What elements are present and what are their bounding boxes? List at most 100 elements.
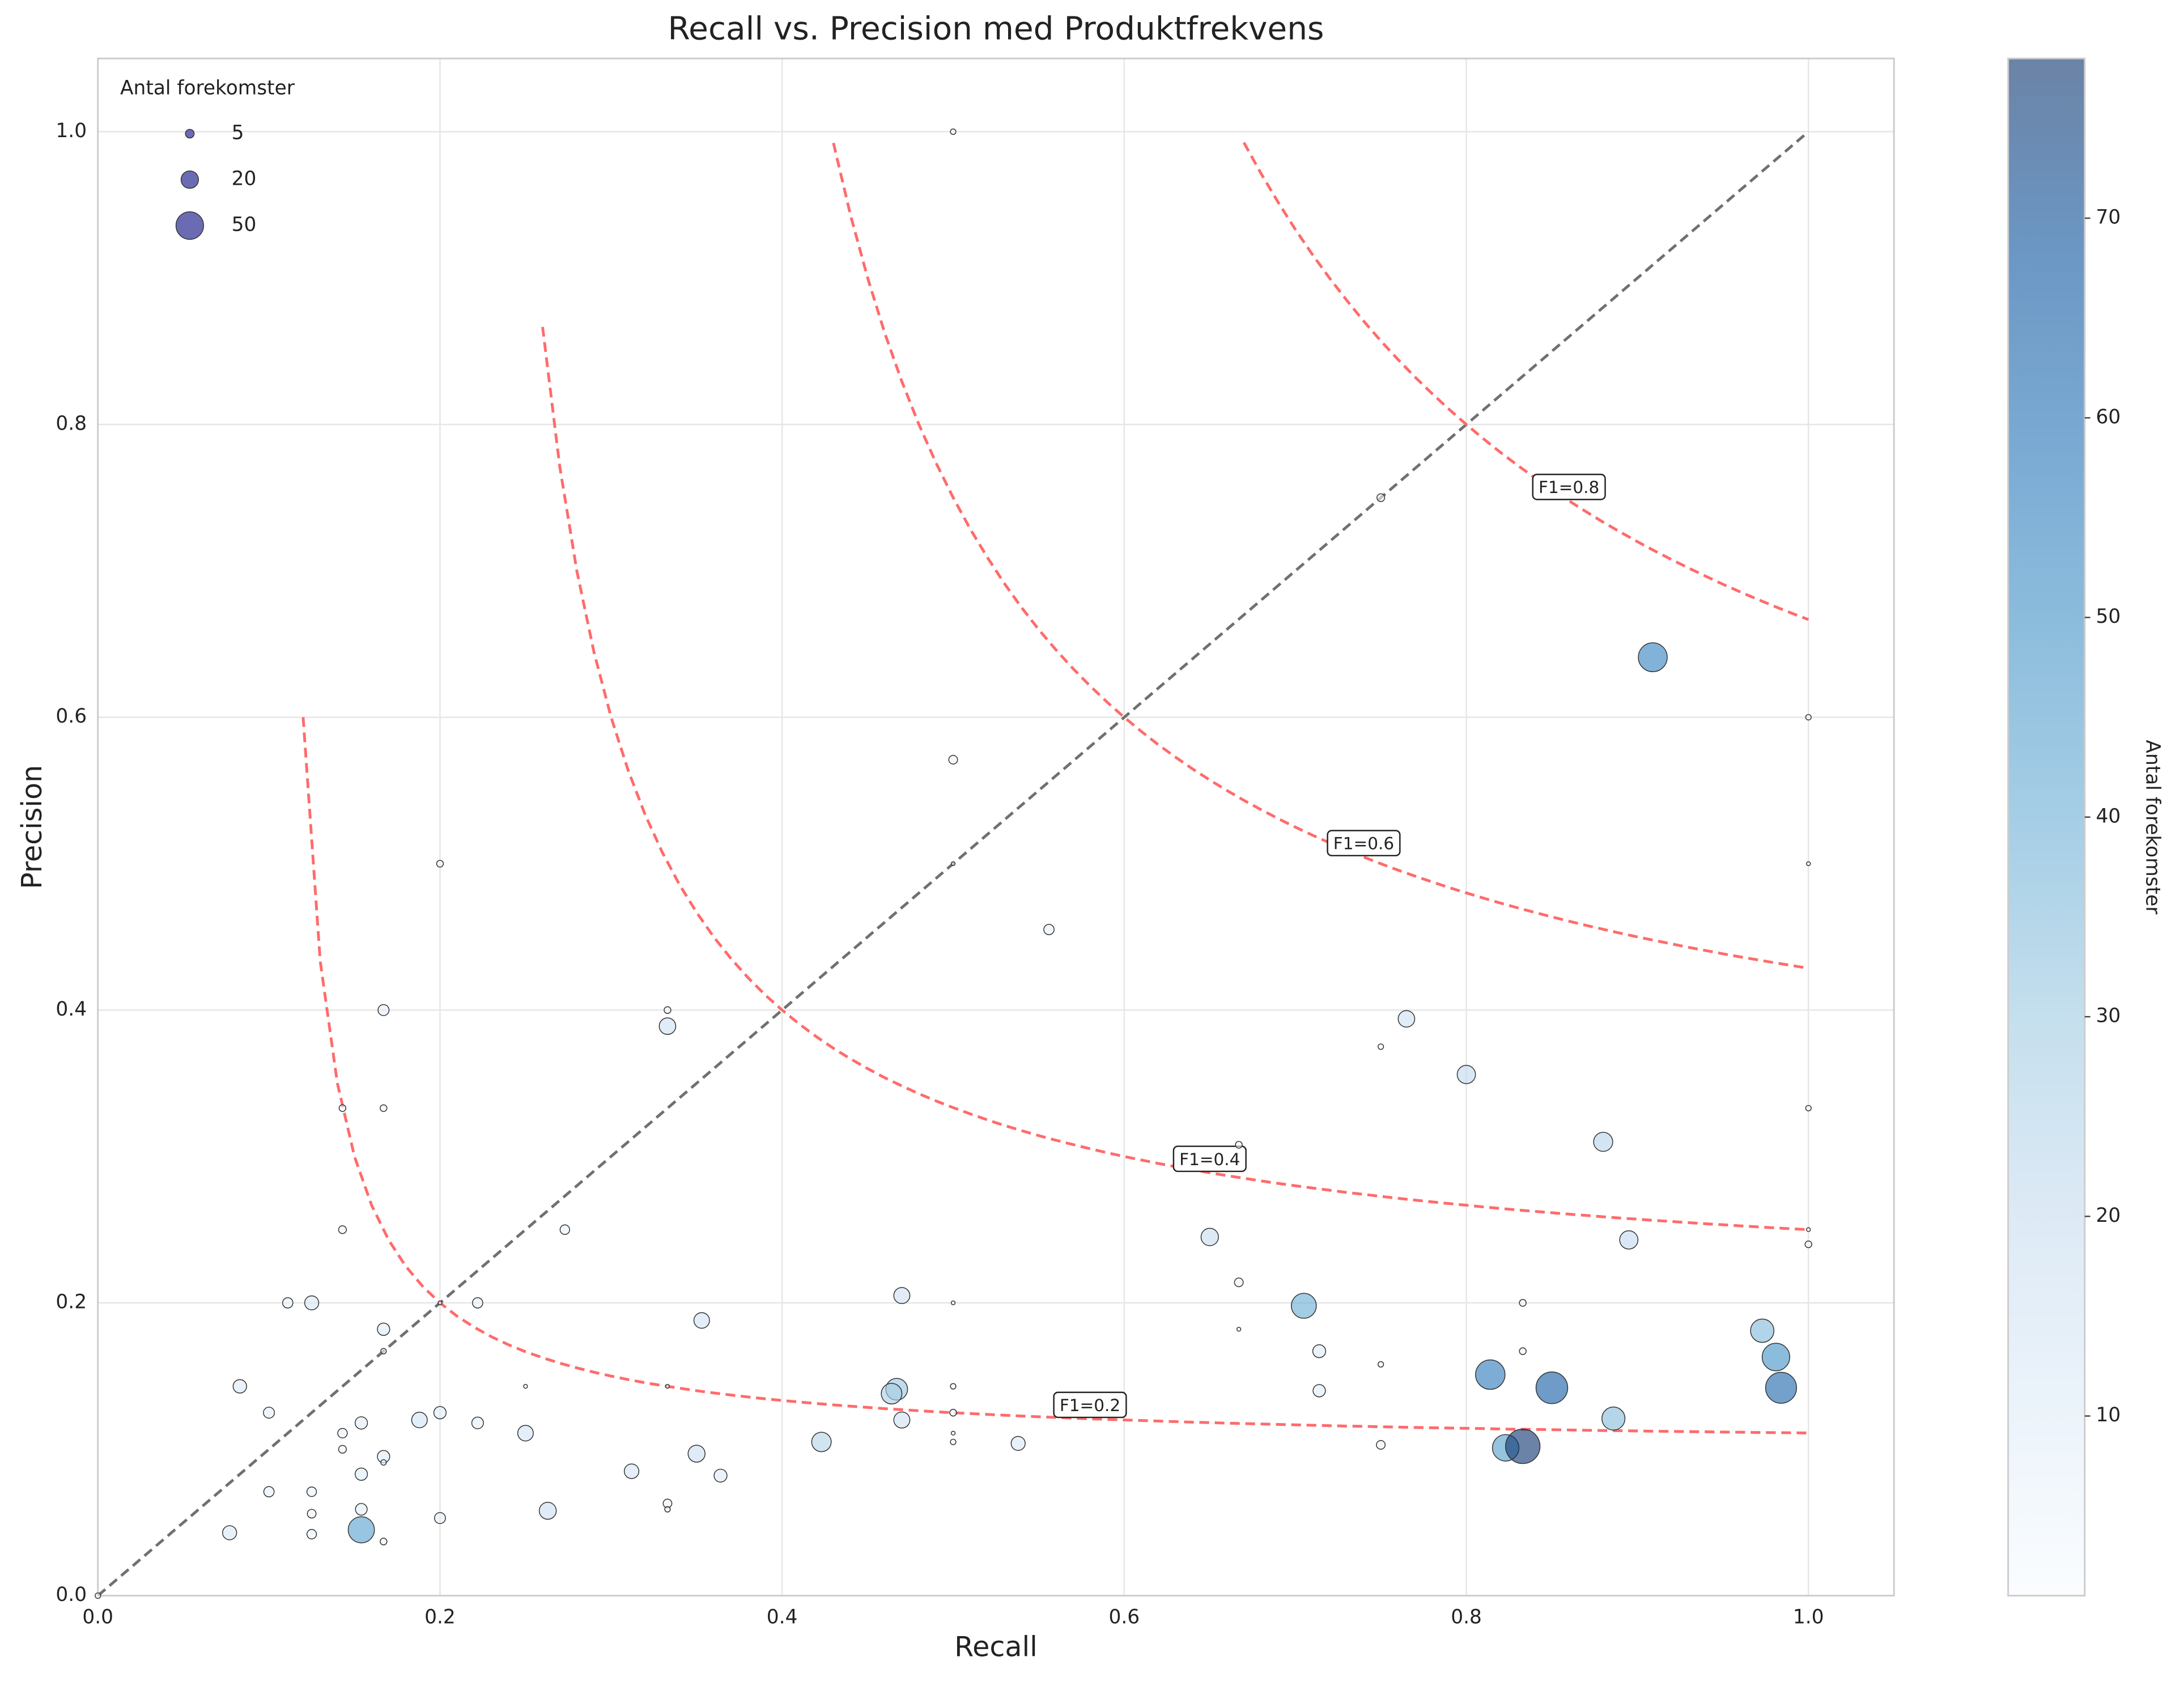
- point: [538, 1502, 557, 1520]
- point: [1475, 1359, 1506, 1390]
- point: [881, 1383, 903, 1405]
- colorbar-tick-label: 20: [2096, 1204, 2121, 1227]
- point: [693, 1312, 710, 1329]
- point: [1806, 861, 1811, 867]
- point: [307, 1509, 317, 1519]
- f1-label-box: [1053, 1391, 1127, 1418]
- y-tick-label: 0.2: [56, 1291, 87, 1314]
- point: [1805, 1105, 1812, 1112]
- point: [411, 1412, 428, 1429]
- point: [355, 1503, 368, 1516]
- point: [338, 1445, 347, 1454]
- point: [1505, 1429, 1541, 1464]
- point: [306, 1486, 317, 1497]
- point: [950, 1300, 956, 1306]
- y-axis-label: Precision: [15, 765, 48, 889]
- point: [1376, 1440, 1386, 1450]
- point: [950, 861, 956, 867]
- point: [1593, 1132, 1613, 1152]
- point: [377, 1004, 390, 1016]
- plot-frame: [97, 57, 1895, 1597]
- legend-marker: [185, 129, 195, 139]
- point: [436, 860, 444, 868]
- legend-label: 20: [232, 167, 257, 190]
- point: [338, 1225, 347, 1234]
- point: [1312, 1344, 1327, 1358]
- point: [949, 1409, 957, 1417]
- point: [1750, 1318, 1775, 1343]
- point: [95, 1592, 101, 1599]
- point: [664, 1006, 672, 1014]
- point: [338, 1104, 347, 1112]
- point: [437, 1300, 443, 1306]
- colorbar-tick-label: 50: [2096, 605, 2121, 628]
- f1-label: F1=0.4: [1179, 1150, 1240, 1169]
- f1-label: F1=0.2: [1060, 1396, 1120, 1415]
- f1-label-box: [1172, 1145, 1247, 1173]
- chart-title: Recall vs. Precision med Produktfrekvens: [668, 11, 1324, 48]
- point: [347, 1516, 375, 1544]
- y-tick-label: 0.6: [56, 705, 87, 728]
- point: [1804, 1240, 1812, 1248]
- point: [950, 128, 957, 135]
- point: [1376, 493, 1386, 502]
- point: [1378, 1043, 1384, 1050]
- x-axis-label: Recall: [954, 1630, 1038, 1663]
- point: [1010, 1435, 1026, 1451]
- point: [380, 1348, 387, 1354]
- point: [263, 1486, 275, 1498]
- point: [517, 1425, 534, 1442]
- point: [380, 1459, 387, 1466]
- legend-marker: [175, 211, 204, 240]
- x-tick-label: 1.0: [1793, 1605, 1824, 1628]
- point: [380, 1104, 388, 1112]
- point: [471, 1416, 484, 1429]
- point: [380, 1537, 388, 1545]
- colorbar-tick-label: 70: [2096, 206, 2121, 229]
- point: [1043, 924, 1055, 936]
- point: [893, 1411, 911, 1429]
- y-tick-label: 0.0: [56, 1583, 87, 1606]
- point: [1234, 1277, 1244, 1288]
- point: [354, 1416, 368, 1430]
- point: [713, 1468, 728, 1483]
- point: [1312, 1384, 1326, 1398]
- colorbar-tick-label: 40: [2096, 805, 2121, 827]
- colorbar-tick-label: 10: [2096, 1404, 2121, 1426]
- point: [1519, 1299, 1527, 1307]
- point: [306, 1529, 317, 1540]
- y-tick-label: 0.8: [56, 413, 87, 435]
- point: [665, 1384, 670, 1389]
- point: [1291, 1293, 1317, 1319]
- y-tick-label: 1.0: [56, 120, 87, 142]
- point: [354, 1467, 368, 1481]
- point: [811, 1432, 832, 1452]
- f1-curve: [301, 717, 1809, 1435]
- x-tick-label: 0.2: [424, 1605, 456, 1628]
- point: [559, 1224, 570, 1235]
- legend-label: 5: [232, 121, 244, 144]
- point: [1378, 1361, 1384, 1368]
- point: [304, 1295, 320, 1311]
- x-tick-label: 0.6: [1109, 1605, 1140, 1628]
- point: [222, 1525, 237, 1540]
- x-tick-label: 0.4: [767, 1605, 798, 1628]
- point: [893, 1287, 911, 1305]
- colorbar-tick-label: 60: [2096, 406, 2121, 428]
- point: [263, 1407, 275, 1419]
- point: [950, 1430, 956, 1436]
- point: [1601, 1407, 1626, 1431]
- point: [1806, 1227, 1811, 1233]
- point: [1456, 1065, 1476, 1084]
- colorbar: [2007, 57, 2086, 1597]
- point: [1761, 1343, 1790, 1371]
- f1-label-box: [1532, 473, 1606, 500]
- point: [472, 1297, 483, 1309]
- f1-curve: [1242, 142, 1809, 621]
- point: [434, 1512, 446, 1524]
- point: [377, 1322, 390, 1336]
- f1-curve: [541, 326, 1809, 1231]
- point: [950, 1383, 957, 1390]
- point: [1519, 1347, 1527, 1355]
